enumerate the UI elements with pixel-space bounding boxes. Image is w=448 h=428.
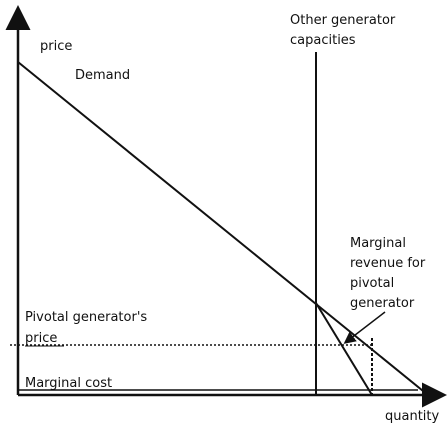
- x-axis-label: quantity: [385, 409, 440, 424]
- y-axis-label: price: [40, 39, 72, 54]
- mr-label: generator: [350, 296, 415, 311]
- mr-label: revenue for: [350, 256, 426, 271]
- pointer-arrow: [343, 311, 386, 344]
- demand-label: Demand: [75, 68, 130, 83]
- capacity-label: capacities: [290, 33, 356, 48]
- marginal-revenue-line: [315, 302, 373, 396]
- pivotal-price-label: Pivotal generator's: [25, 310, 147, 325]
- capacity-label: Other generator: [290, 13, 396, 28]
- marginal-cost-label: Marginal cost: [25, 376, 112, 391]
- mr-label: Marginal: [350, 236, 406, 251]
- pivotal-price-label: price: [25, 331, 57, 346]
- demand-line: [17, 61, 429, 396]
- mr-label: pivotal: [350, 276, 394, 291]
